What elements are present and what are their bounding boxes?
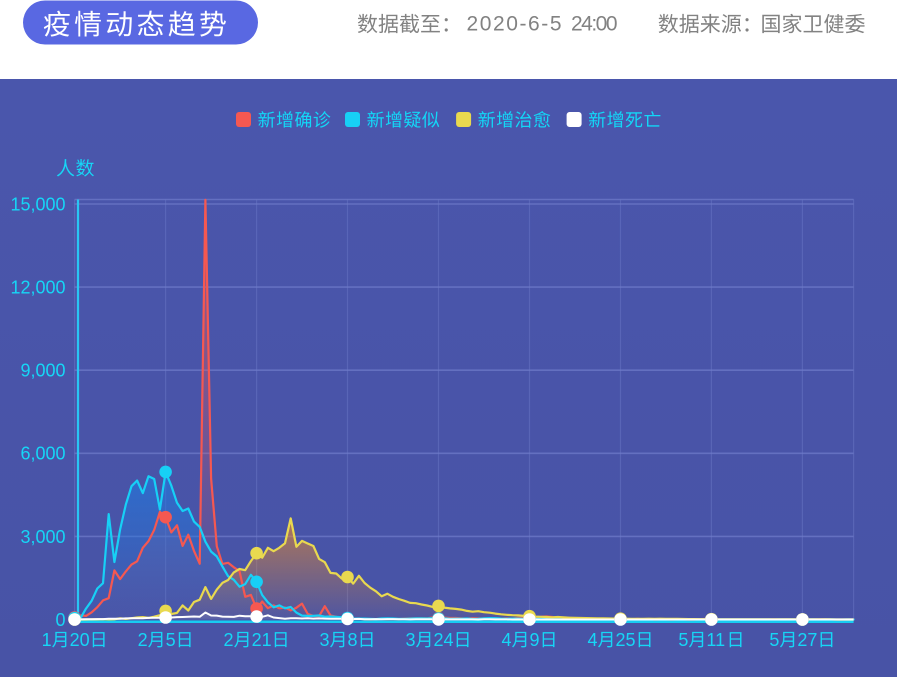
svg-text:5: 5 [166,630,176,650]
svg-text:27: 27 [797,630,817,650]
svg-text:2020-6-5: 2020-6-5 [467,13,562,36]
svg-text:3,000: 3,000 [20,527,65,547]
svg-text:15,000: 15,000 [10,194,65,214]
svg-text:9: 9 [530,630,540,650]
svg-text:9,000: 9,000 [20,361,65,381]
svg-text:1: 1 [42,630,52,650]
svg-text:8: 8 [348,630,358,650]
svg-text:21: 21 [252,630,272,650]
svg-text:25: 25 [616,630,636,650]
svg-text:5: 5 [678,630,688,650]
svg-text:5: 5 [769,630,779,650]
svg-text:2: 2 [138,630,148,650]
svg-text:2: 2 [224,630,234,650]
svg-text:4: 4 [502,630,512,650]
svg-text:6,000: 6,000 [20,444,65,464]
svg-text:3: 3 [320,630,330,650]
svg-text:0: 0 [55,610,65,630]
svg-text:4: 4 [588,630,598,650]
svg-text:24:00: 24:00 [571,13,618,36]
svg-text:3: 3 [406,630,416,650]
svg-text:12,000: 12,000 [10,278,65,298]
svg-text:24: 24 [434,630,454,650]
svg-text:11: 11 [706,630,725,650]
svg-text:20: 20 [70,630,90,650]
